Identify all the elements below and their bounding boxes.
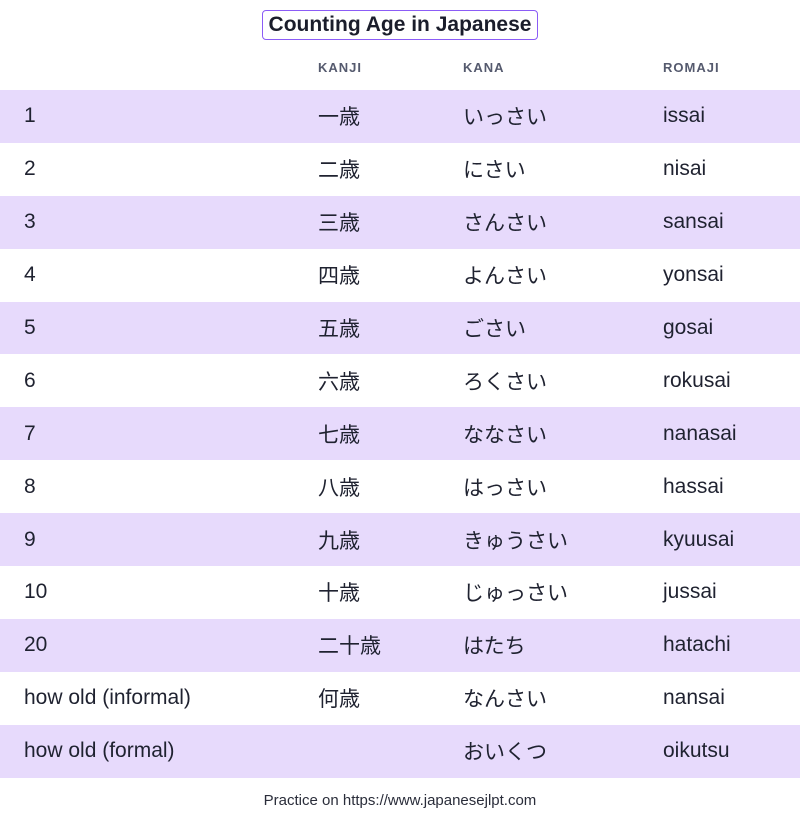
cell-romaji: nansai [663,686,725,710]
header-kanji: KANJI [318,60,363,75]
table-row: 2 二歳 にさい nisai [0,143,800,196]
table-row: 9 九歳 きゅうさい kyuusai [0,513,800,567]
cell-kana: じゅっさい [463,582,568,606]
table-row: how old (formal) おいくつ oikutsu [0,724,800,778]
header-kana: KANA [463,60,505,75]
table-row: 7 七歳 ななさい nanasai [0,407,800,461]
cell-romaji: nisai [663,157,707,181]
table-row: 6 六歳 ろくさい rokusai [0,354,800,407]
cell-kanji: 一歳 [318,106,360,130]
cell-kana: きゅうさい [463,529,568,553]
cell-number: 9 [24,527,36,551]
footer-text: Practice on https://www.japanesejlpt.com [263,792,537,809]
table-header: KANJI KANA ROMAJI [0,60,800,80]
cell-kanji: 九歳 [318,529,360,553]
cell-kana: ごさい [463,318,526,341]
cell-kanji: 八歳 [318,476,360,500]
cell-romaji: sansai [663,210,724,234]
cell-romaji: hatachi [663,633,731,657]
cell-kanji: 十歳 [318,582,360,606]
cell-number: 4 [24,263,36,287]
cell-romaji: issai [663,104,706,128]
table-row: 8 八歳 はっさい hassai [0,460,800,513]
cell-kana: はっさい [463,476,547,500]
cell-number: how old (formal) [24,739,175,763]
cell-kanji: 何歳 [318,688,360,712]
cell-romaji: hassai [663,474,724,498]
cell-kana: なんさい [463,688,547,712]
cell-number: how old (informal) [24,686,191,710]
table-row: 5 五歳 ごさい gosai [0,301,800,355]
cell-kanji: 三歳 [318,212,360,236]
cell-number: 7 [24,421,36,445]
cell-kana: ろくさい [463,370,547,394]
page-title: Counting Age in Japanese [261,10,539,40]
table-row: 20 二十歳 はたち hatachi [0,618,800,672]
cell-number: 2 [24,157,36,181]
table-row: how old (informal) 何歳 なんさい nansai [0,672,800,725]
cell-kanji: 二歳 [318,159,360,183]
cell-romaji: kyuusai [663,527,735,551]
cell-number: 10 [24,580,48,604]
cell-kanji: 六歳 [318,370,360,394]
cell-kanji: 五歳 [318,318,360,341]
header-romaji: ROMAJI [663,60,720,75]
cell-kana: はたち [463,635,526,659]
cell-number: 1 [24,104,36,128]
cell-kanji: 四歳 [318,265,360,289]
table-row: 10 十歳 じゅっさい jussai [0,566,800,619]
cell-romaji: jussai [663,580,717,604]
cell-romaji: yonsai [663,263,724,287]
cell-romaji: gosai [663,316,714,339]
title-container: Counting Age in Japanese [0,10,800,40]
cell-romaji: rokusai [663,368,731,392]
cell-kana: ななさい [463,423,547,447]
cell-number: 20 [24,633,48,657]
cell-romaji: oikutsu [663,739,730,763]
cell-number: 5 [24,316,36,339]
table-body: 1 一歳 いっさい issai 2 二歳 にさい nisai 3 三歳 さんさい sansai 4 四歳 よ… [0,90,800,778]
table-row: 3 三歳 さんさい sansai [0,195,800,249]
cell-number: 3 [24,210,36,234]
cell-kanji: 二十歳 [318,635,381,659]
cell-kanji: 七歳 [318,423,360,447]
cell-number: 8 [24,474,36,498]
cell-number: 6 [24,368,36,392]
table-row: 4 四歳 よんさい yonsai [0,249,800,302]
cell-kana: にさい [463,159,526,183]
cell-kana: おいくつ [463,741,547,765]
cell-kana: いっさい [463,106,547,130]
cell-romaji: nanasai [663,421,737,445]
cell-kana: よんさい [463,265,547,289]
cell-kana: さんさい [463,212,547,236]
table-row: 1 一歳 いっさい issai [0,90,800,143]
